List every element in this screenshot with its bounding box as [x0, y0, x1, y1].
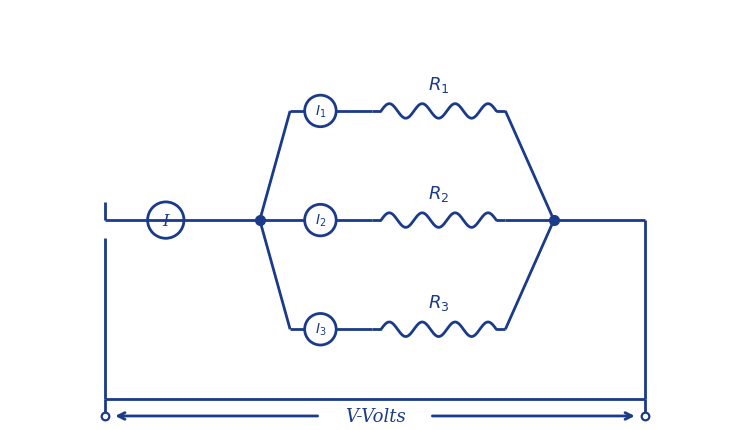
Text: $R_3$: $R_3$	[428, 292, 449, 313]
Text: $R_1$: $R_1$	[428, 75, 449, 95]
Text: $I_2$: $I_2$	[315, 212, 326, 229]
Text: $I_3$: $I_3$	[315, 321, 326, 338]
Text: $I_1$: $I_1$	[315, 104, 326, 120]
Text: $R_2$: $R_2$	[428, 184, 449, 204]
Text: V-Volts: V-Volts	[344, 407, 405, 425]
Text: I: I	[163, 212, 169, 229]
